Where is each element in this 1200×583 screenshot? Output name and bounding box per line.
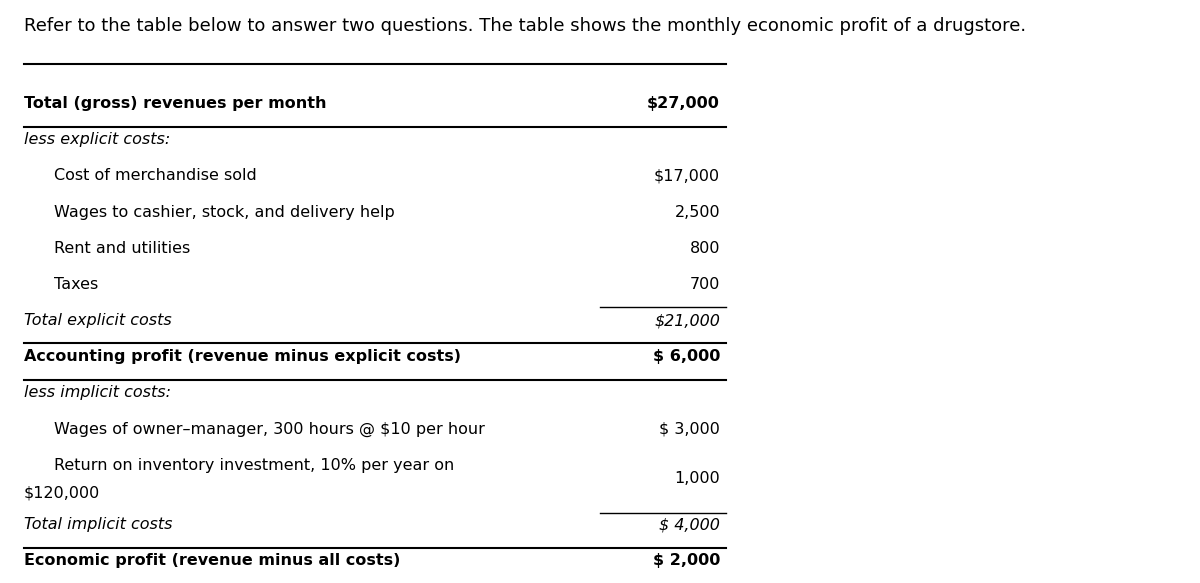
Text: $17,000: $17,000 (654, 168, 720, 184)
Text: Wages to cashier, stock, and delivery help: Wages to cashier, stock, and delivery he… (54, 205, 395, 220)
Text: $ 3,000: $ 3,000 (659, 422, 720, 437)
Text: 800: 800 (690, 241, 720, 256)
Text: $ 4,000: $ 4,000 (659, 517, 720, 532)
Text: Rent and utilities: Rent and utilities (54, 241, 191, 256)
Text: Cost of merchandise sold: Cost of merchandise sold (54, 168, 257, 184)
Text: Return on inventory investment, 10% per year on: Return on inventory investment, 10% per … (54, 458, 455, 473)
Text: Accounting profit (revenue minus explicit costs): Accounting profit (revenue minus explici… (24, 349, 461, 364)
Text: $21,000: $21,000 (654, 313, 720, 328)
Text: less implicit costs:: less implicit costs: (24, 385, 172, 401)
Text: Total implicit costs: Total implicit costs (24, 517, 173, 532)
Text: Total explicit costs: Total explicit costs (24, 313, 172, 328)
Text: Taxes: Taxes (54, 277, 98, 292)
Text: $ 2,000: $ 2,000 (653, 553, 720, 568)
Text: Economic profit (revenue minus all costs): Economic profit (revenue minus all costs… (24, 553, 401, 568)
Text: 2,500: 2,500 (674, 205, 720, 220)
Text: $ 6,000: $ 6,000 (653, 349, 720, 364)
Text: Refer to the table below to answer two questions. The table shows the monthly ec: Refer to the table below to answer two q… (24, 17, 1026, 36)
Text: 1,000: 1,000 (674, 472, 720, 486)
Text: $27,000: $27,000 (647, 96, 720, 111)
Text: Total (gross) revenues per month: Total (gross) revenues per month (24, 96, 326, 111)
Text: $120,000: $120,000 (24, 486, 101, 501)
Text: 700: 700 (690, 277, 720, 292)
Text: Wages of owner–manager, 300 hours @ $10 per hour: Wages of owner–manager, 300 hours @ $10 … (54, 422, 485, 437)
Text: less explicit costs:: less explicit costs: (24, 132, 170, 147)
